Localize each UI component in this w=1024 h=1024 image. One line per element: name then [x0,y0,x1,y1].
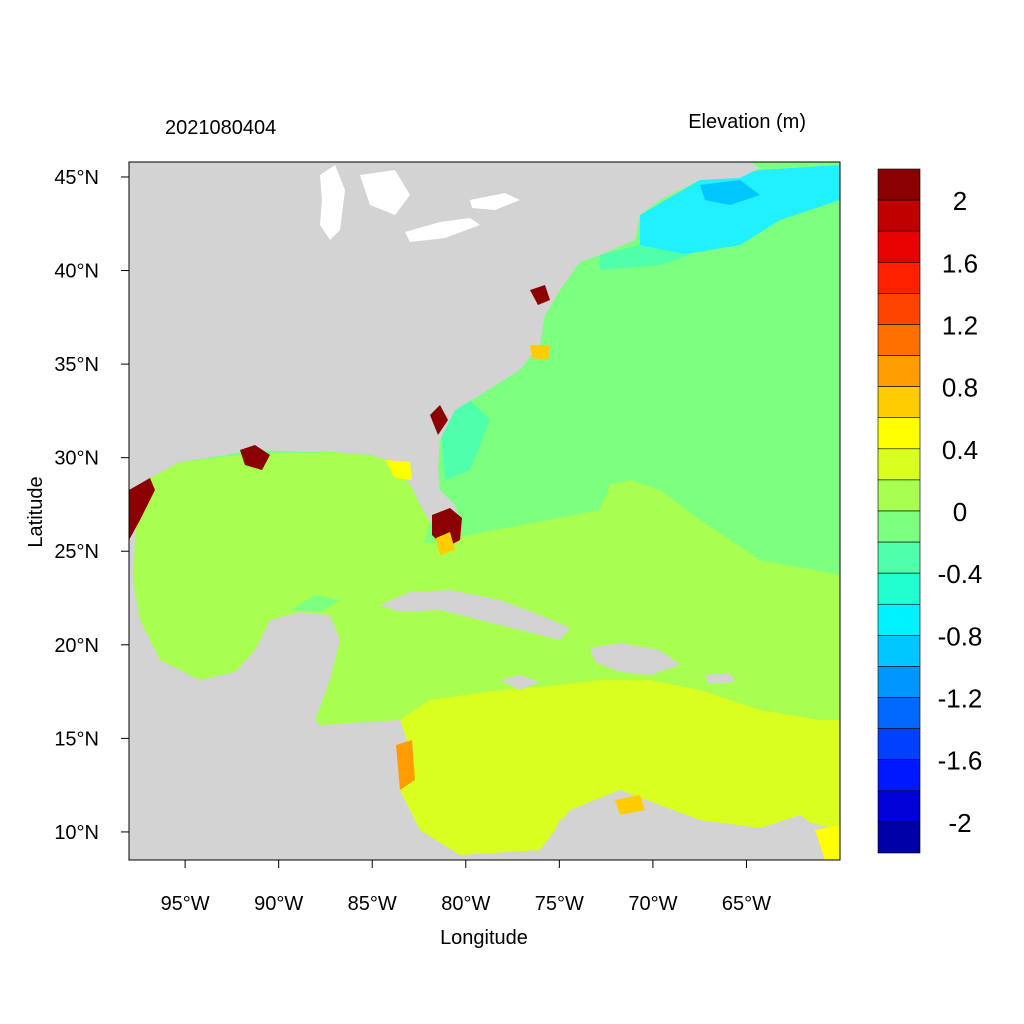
gulf-of-mexico-field [130,452,430,678]
x-tick-label: 75°W [535,893,584,915]
y-tick-label: 35°N [54,354,99,376]
colorbar-label: 0 [953,497,967,527]
y-tick-label: 45°N [54,167,99,189]
colorbar-swatch [877,168,921,201]
colorbar-swatch [877,324,921,356]
surge-pamlico [530,345,550,360]
colorbar-swatch [877,510,921,543]
x-axis-ticks: 95°W 90°W 85°W 80°W 75°W 70°W 65°W [161,860,771,915]
hispaniola-land [590,643,680,675]
colorbar-swatch [877,603,921,636]
lake-michigan [320,165,345,240]
colorbar-swatch [877,386,921,419]
surge-florida-bay [436,532,455,555]
y-tick-label: 25°N [54,541,99,563]
colorbar-swatch [877,635,921,667]
colorbar-label: -1.2 [938,684,983,714]
colorbar-swatch [877,261,921,294]
colorbar-swatch [877,790,921,823]
surge-texas [129,478,155,540]
colorbar-swatch [877,199,921,232]
colorbar-swatch [877,541,921,574]
colorbar-swatch [877,572,921,605]
colorbar-swatch [877,230,921,263]
colorbar-label: -0.8 [938,621,983,651]
pacific-side-land [129,720,400,860]
colorbar-label: -1.6 [938,746,983,776]
lake-huron [360,170,410,215]
surge-big-bend [385,460,412,480]
north-america-land [129,162,760,535]
x-tick-label: 85°W [348,893,397,915]
colorbar-swatch [877,821,921,854]
colorbar-label: 0.4 [942,435,978,465]
caribbean-sea-field [400,680,840,860]
colorbar-label: 0.8 [942,373,978,403]
carolina-shelf-low [440,400,490,480]
colorbar-swatch [877,666,921,698]
colorbar-swatch [877,355,921,387]
colorbar-swatch [877,759,921,792]
colorbar-swatch [877,697,921,729]
south-america-land [540,800,840,860]
y-axis-ticks: 45°N 40°N 35°N 30°N 25°N 20°N 15°N 10°N [54,167,129,844]
jamaica-land [500,675,540,690]
colorbar-swatch [877,417,921,450]
colorbar-label: -0.4 [938,559,983,589]
y-tick-label: 15°N [54,728,99,750]
colorbar-label: -2 [948,808,971,838]
surge-georgia [430,405,448,435]
gulf-of-maine-depression [640,165,840,255]
colorbar-label: 1.6 [942,248,978,278]
y-tick-label: 30°N [54,448,99,470]
colorbar-label: 2 [953,186,967,216]
bay-of-fundy-low [700,180,760,205]
plot-title-variable: Elevation (m) [688,111,806,133]
plot-frame [128,161,841,861]
shelf-negative [600,245,690,270]
x-tick-label: 70°W [628,893,677,915]
colorbar-swatch [877,479,921,512]
yucatan-shelf-low [290,595,340,612]
lake-erie [405,218,480,242]
colorbar-swatch [877,728,921,761]
y-tick-label: 10°N [54,822,99,844]
surge-trinidad [815,825,840,860]
surge-louisiana [240,445,270,470]
plot-title-date: 2021080404 [165,117,276,139]
x-tick-label: 95°W [161,893,210,915]
puerto-rico-land [705,673,735,684]
y-tick-label: 40°N [54,261,99,283]
surge-new-jersey [530,285,550,305]
lake-ontario [470,193,520,210]
surge-nicaragua [396,740,415,790]
surge-venezuela [615,795,645,815]
colorbar: 2 1.6 1.2 0.8 0.4 0 -0.4 -0.8 -1.2 -1.6 -2 [877,168,983,854]
x-tick-label: 80°W [441,893,490,915]
cuba-land [380,590,570,640]
x-tick-label: 65°W [722,893,771,915]
x-tick-label: 90°W [254,893,303,915]
y-tick-label: 20°N [54,635,99,657]
colorbar-label: 1.2 [942,310,978,340]
colorbar-swatch [877,448,921,481]
y-axis-label: Latitude [25,476,47,547]
map-area [129,162,840,860]
colorbar-swatch [877,293,921,325]
x-axis-label: Longitude [440,927,528,949]
